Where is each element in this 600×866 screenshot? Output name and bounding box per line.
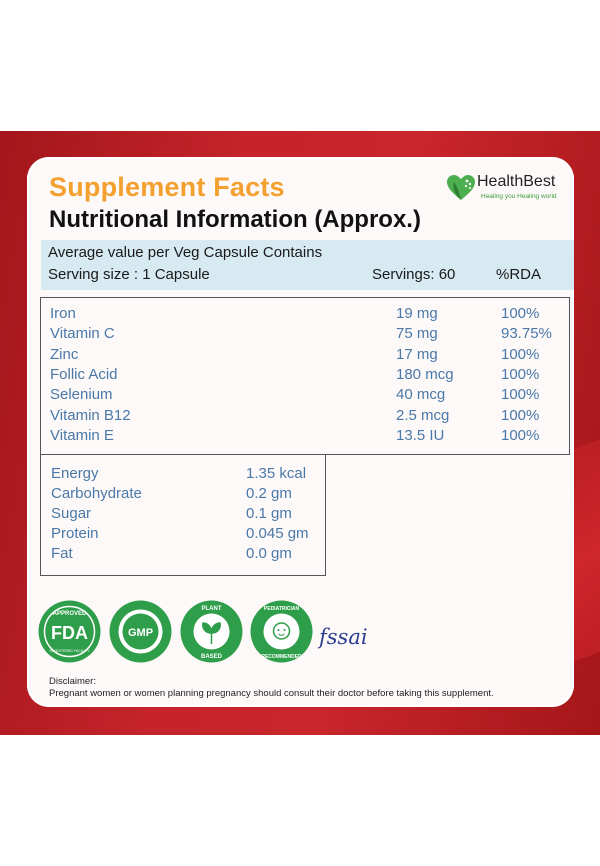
fda-main-text: FDA	[51, 623, 88, 643]
energy-name: Fat	[51, 545, 73, 562]
nutrient-amount: 180 mcg	[396, 366, 454, 383]
brand-logo: HealthBest Healing you Healing world	[445, 173, 570, 205]
energy-name: Sugar	[51, 505, 92, 522]
nutrient-amount: 75 mg	[396, 325, 438, 342]
nutrient-name: Iron	[50, 305, 76, 322]
energy-amount: 0.045 gm	[246, 525, 309, 542]
pediatric-bottom-text: RECOMMENDED	[261, 654, 302, 660]
disclaimer-title: Disclaimer:	[49, 676, 96, 687]
nutrient-amount: 19 mg	[396, 305, 438, 322]
energy-amount: 0.2 gm	[246, 485, 292, 502]
nutritional-info-subtitle: Nutritional Information (Approx.)	[49, 206, 421, 233]
energy-amount: 0.0 gm	[246, 545, 292, 562]
energy-amount: 0.1 gm	[246, 505, 292, 522]
vitamins-table: Iron 19 mg 100% Vitamin C 75 mg 93.75% Z…	[40, 297, 570, 455]
fda-approved-badge: APPROVED FDA REGISTERED FACILITY	[37, 599, 102, 664]
plant-bottom-text: BASED	[201, 654, 223, 660]
energy-name: Protein	[51, 525, 99, 542]
energy-amount: 1.35 kcal	[246, 465, 307, 482]
table-row: Vitamin B12 2.5 mcg 100%	[41, 407, 569, 427]
nutrient-amount: 13.5 IU	[396, 427, 445, 444]
nutrient-name: Vitamin C	[50, 325, 115, 342]
leaf-icon	[202, 622, 221, 644]
servings-count: Servings: 60	[372, 266, 456, 283]
table-row: Selenium 40 mcg 100%	[41, 386, 569, 406]
table-row: Sugar 0.1 gm	[41, 505, 325, 525]
pediatrician-recommended-badge: PEDIATRICIAN RECOMMENDED	[249, 599, 314, 664]
baby-face-icon	[272, 622, 291, 640]
table-row: Vitamin C 75 mg 93.75%	[41, 325, 569, 345]
fda-bottom-text: REGISTERED FACILITY	[50, 649, 91, 653]
nutrient-name: Selenium	[50, 386, 113, 403]
nutrient-name: Vitamin B12	[50, 407, 131, 424]
nutrient-rda: 100%	[501, 407, 540, 424]
serving-description: Average value per Veg Capsule Contains	[48, 244, 323, 261]
energy-name: Carbohydrate	[51, 485, 142, 502]
nutrient-rda: 100%	[501, 305, 540, 322]
nutrient-rda: 100%	[501, 346, 540, 363]
table-row: Vitamin E 13.5 IU 100%	[41, 427, 569, 447]
table-row: Follic Acid 180 mcg 100%	[41, 366, 569, 386]
energy-table: Energy 1.35 kcal Carbohydrate 0.2 gm Sug…	[40, 454, 326, 576]
table-row: Carbohydrate 0.2 gm	[41, 485, 325, 505]
supplement-facts-card: Supplement Facts Nutritional Information…	[27, 157, 574, 707]
table-row: Fat 0.0 gm	[41, 545, 325, 565]
nutrient-amount: 2.5 mcg	[396, 407, 450, 424]
energy-name: Energy	[51, 465, 99, 482]
supplement-facts-title: Supplement Facts	[49, 172, 285, 202]
nutrient-rda: 100%	[501, 386, 540, 403]
fda-top-text: APPROVED	[53, 611, 87, 617]
nutrient-name: Vitamin E	[50, 427, 114, 444]
fssai-logo: fssai	[319, 625, 368, 649]
gmp-badge: GMP	[108, 599, 173, 664]
nutrient-amount: 40 mcg	[396, 386, 446, 403]
nutrient-rda: 100%	[501, 366, 540, 383]
gmp-text: GMP	[128, 627, 153, 639]
pediatric-top-text: PEDIATRICIAN	[264, 606, 300, 612]
nutrient-rda: 93.75%	[501, 325, 552, 342]
serving-info-band: Average value per Veg Capsule Contains S…	[41, 240, 574, 290]
serving-size: Serving size : 1 Capsule	[48, 266, 210, 283]
nutrient-name: Zinc	[50, 346, 79, 363]
plant-top-text: PLANT	[202, 606, 222, 612]
table-row: Protein 0.045 gm	[41, 525, 325, 545]
disclaimer-text: Pregnant women or women planning pregnan…	[49, 688, 494, 699]
nutrient-rda: 100%	[501, 427, 540, 444]
nutrient-amount: 17 mg	[396, 346, 438, 363]
nutrient-name: Follic Acid	[50, 366, 118, 383]
brand-tagline: Healing you Healing world	[481, 193, 557, 200]
plant-based-badge: PLANT BASED	[179, 599, 244, 664]
rda-header: %RDA	[496, 266, 542, 283]
table-row: Zinc 17 mg 100%	[41, 346, 569, 366]
table-row: Iron 19 mg 100%	[41, 305, 569, 325]
heart-leaf-icon	[447, 175, 475, 200]
table-row: Energy 1.35 kcal	[41, 465, 325, 485]
brand-name: HealthBest	[477, 173, 556, 190]
